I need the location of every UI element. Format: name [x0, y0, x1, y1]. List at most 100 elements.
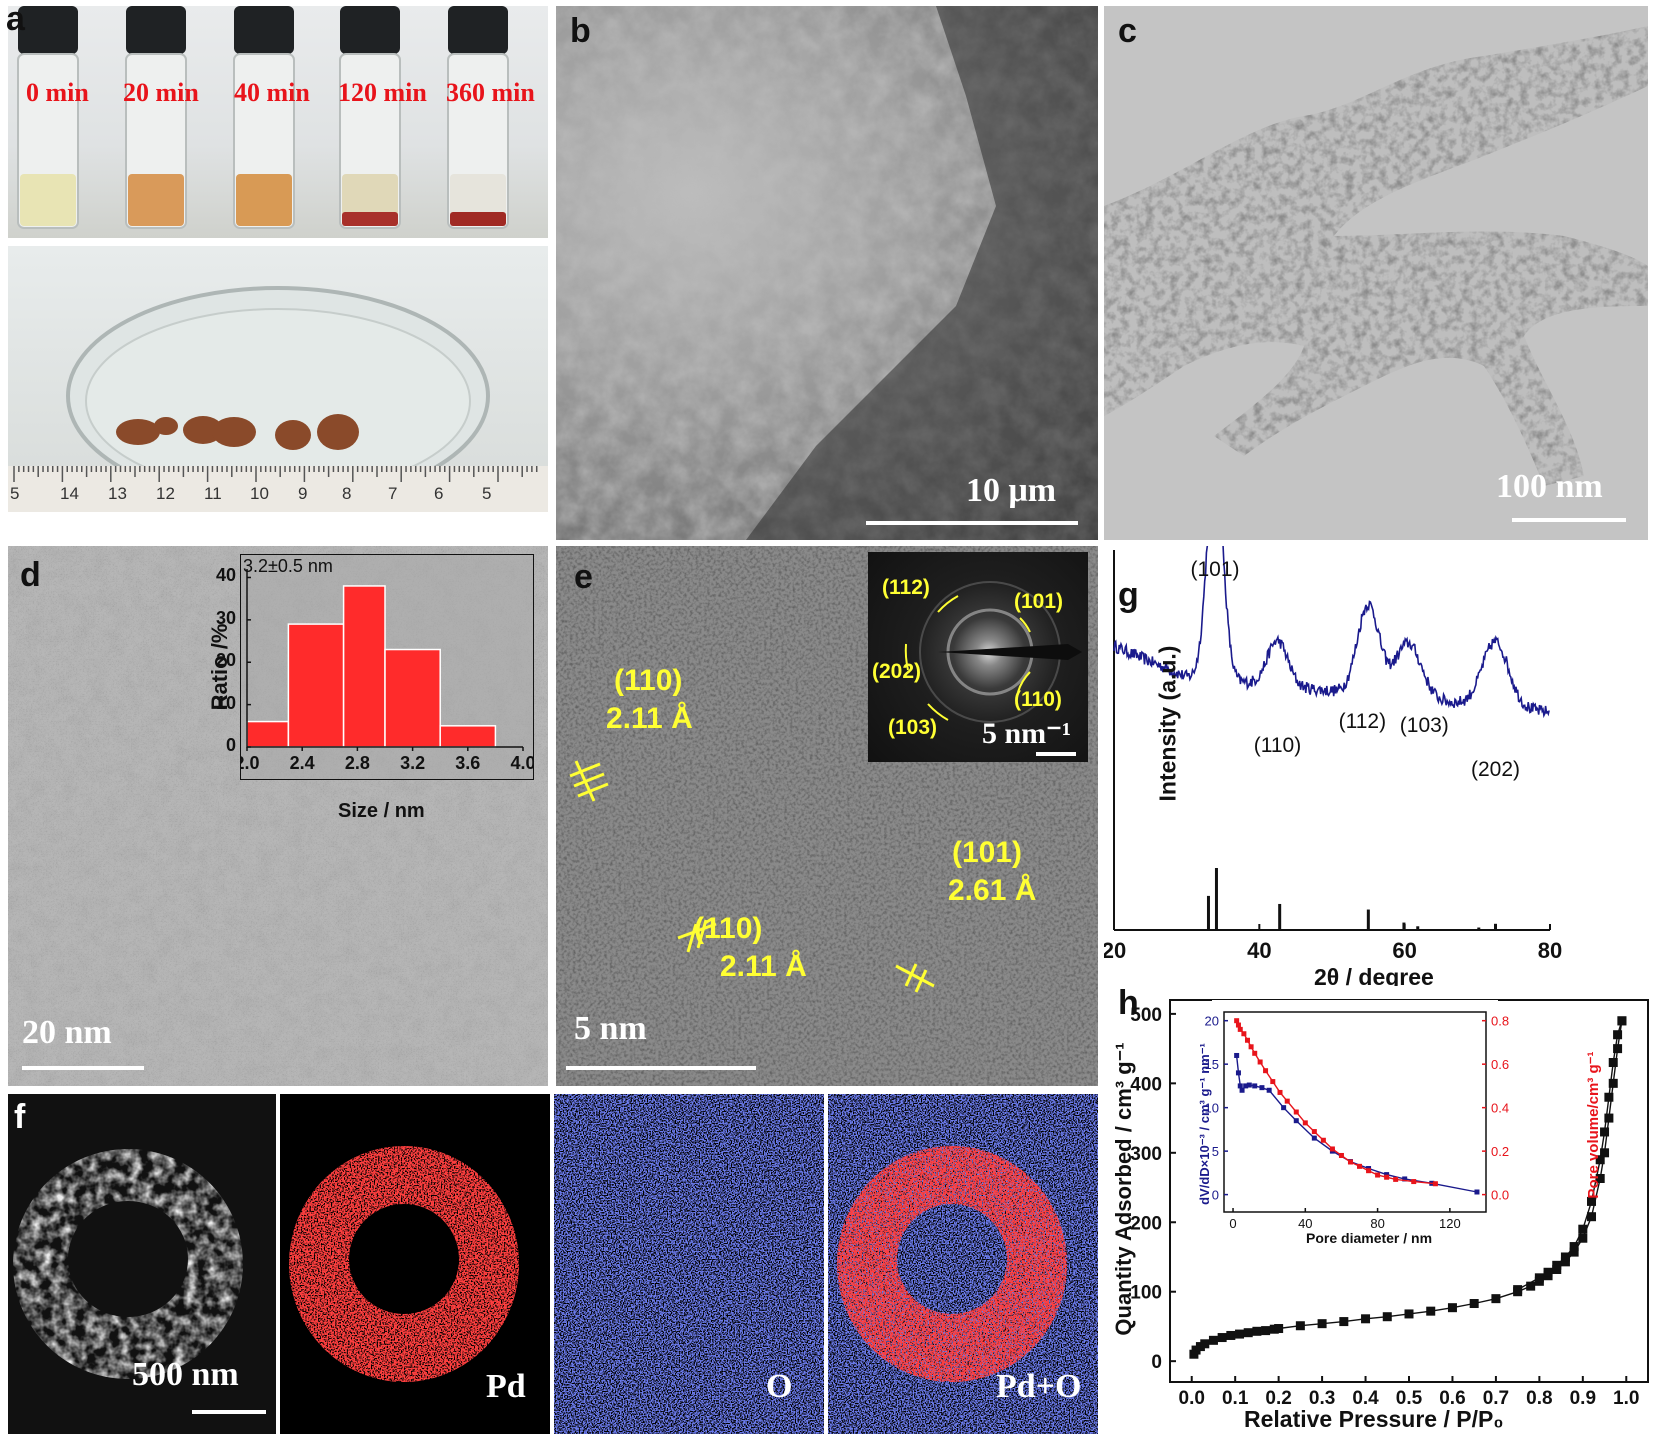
isotherm-point	[1235, 1329, 1245, 1339]
panel-g-xrd-chart: 20 40 60 80 (101) (110) (112) (103) (202) Intens…	[1104, 546, 1654, 986]
isotherm-point	[1243, 1328, 1253, 1338]
histogram-annotation: 3.2±0.5 nm	[243, 556, 333, 576]
isotherm-point	[1604, 1113, 1614, 1123]
isotherm-point	[1208, 1335, 1218, 1345]
vial-liquid	[20, 174, 76, 226]
isotherm-point	[1491, 1294, 1501, 1304]
histogram-ytick-label: 20	[215, 650, 236, 671]
sem-texture	[556, 6, 1098, 540]
pore-inset-point	[1384, 1172, 1390, 1178]
isotherm-point	[1447, 1303, 1457, 1313]
pore-inset-point	[1239, 1087, 1245, 1093]
isotherm-point	[1604, 1092, 1614, 1102]
pore-inset-point	[1284, 1098, 1290, 1104]
pore-inset-point	[1375, 1172, 1381, 1178]
pore-inset-ytick-label: 5	[1212, 1144, 1219, 1159]
vial-cap	[448, 6, 508, 54]
vial-label-4: 360 min	[446, 78, 535, 107]
isotherm-point	[1600, 1148, 1610, 1158]
isotherm-point	[1587, 1212, 1597, 1222]
isotherm-point	[1469, 1299, 1479, 1309]
eds-label-o: O	[766, 1368, 793, 1405]
pore-inset-ytick-label: 15	[1205, 1057, 1219, 1072]
ruler-number: 11	[204, 484, 222, 503]
xrd-xtick-label: 20	[1104, 938, 1126, 963]
xrd-xtick-label: 80	[1538, 938, 1562, 963]
panel-d-tem-image: 2.02.42.83.23.64.0 3.2±0.5 nm Ratio /% S…	[8, 546, 548, 1086]
pore-inset-ytick-label: 0	[1212, 1188, 1219, 1203]
scale-bar-e	[566, 1066, 756, 1070]
pore-inset-point	[1329, 1146, 1335, 1152]
isotherm-point	[1569, 1242, 1579, 1252]
saed-pattern-inset: (112) (101) (202) (110) (103) 5 nm⁻¹	[868, 552, 1088, 762]
pore-inset-point	[1338, 1152, 1344, 1158]
isotherm-point	[1226, 1330, 1236, 1340]
isotherm-point	[1217, 1333, 1227, 1343]
pore-inset-point	[1393, 1176, 1399, 1182]
scale-label-d: 20 nm	[22, 1014, 112, 1051]
pore-inset-point	[1237, 1083, 1243, 1089]
pore-inset-ylabel: dV/dD×10⁻³ / cm³ g⁻¹ nm⁻¹	[1197, 1043, 1212, 1205]
panel-label-f: f	[14, 1098, 26, 1136]
pore-inset-point	[1293, 1109, 1299, 1115]
isotherm-ytick-label: 300	[1130, 1144, 1162, 1165]
pore-inset-y2tick-label: 0.0	[1491, 1188, 1509, 1203]
isotherm-point	[1261, 1326, 1271, 1336]
isotherm-ytick-label: 200	[1130, 1213, 1162, 1234]
histogram-bar	[439, 725, 497, 748]
panel-label-a: a	[6, 0, 25, 38]
pore-inset-point	[1474, 1189, 1480, 1195]
pore-inset-point	[1234, 1052, 1240, 1058]
pore-inset-point	[1311, 1129, 1317, 1135]
pore-inset-point	[1270, 1079, 1276, 1085]
histogram-bar	[246, 720, 290, 748]
isotherm-xtick-label: 0.3	[1309, 1388, 1335, 1409]
isotherm-xtick-label: 0.1	[1222, 1388, 1249, 1409]
vial-label-3: 120 min	[338, 78, 427, 107]
pore-inset-point	[1384, 1174, 1390, 1180]
scale-label-f: 500 nm	[132, 1356, 239, 1393]
panel-b-sem-image: 10 μm	[556, 6, 1098, 540]
pore-inset-point	[1357, 1163, 1363, 1169]
scale-bar-f	[192, 1410, 266, 1414]
ruler-number: 9	[298, 484, 308, 503]
fringe-spacing-3: 2.61 Å	[948, 874, 1037, 907]
isotherm-point	[1600, 1127, 1610, 1137]
isotherm-xtick-label: 0.7	[1483, 1388, 1509, 1409]
isotherm-point	[1560, 1257, 1570, 1267]
pore-inset-y2label: Pore volume/cm³ g⁻¹	[1585, 1051, 1602, 1199]
isotherm-ytick-label: 500	[1130, 1005, 1162, 1026]
scale-bar-d	[22, 1066, 144, 1070]
eds-label-pd-o: Pd+O	[996, 1368, 1082, 1405]
xrd-pattern-line	[1113, 546, 1550, 719]
pore-inset-y2tick-label: 0.8	[1491, 1014, 1509, 1029]
isotherm-xtick-label: 0.8	[1526, 1388, 1552, 1409]
saed-ring-110: (110)	[1014, 688, 1062, 711]
fringe-spacing-1: 2.11 Å	[606, 702, 693, 735]
fringe-spacing-2: 2.11 Å	[720, 950, 807, 983]
ruler-number: 6	[434, 484, 444, 503]
saed-scale-label: 5 nm⁻¹	[982, 717, 1072, 750]
vial-liquid	[236, 174, 292, 226]
fringe-plane-2: (110)	[694, 912, 763, 945]
ruler-numbers: 5 14 13 12 11 10 9 8 7 6 5	[8, 484, 548, 508]
pore-inset-point	[1246, 1082, 1252, 1088]
o-map-dots	[554, 1094, 824, 1434]
pore-inset-point	[1235, 1022, 1241, 1028]
isotherm-plot: 0.0 0.1 0.2 0.3 0.4 0.5 0.6 0.7 0.8 0.9 1.00100200…	[1130, 999, 1649, 1409]
histogram-ytick-label: 30	[215, 607, 236, 628]
ruler-number: 13	[108, 484, 127, 503]
ruler-number: 5	[10, 484, 20, 503]
isotherm-xtick-label: 0.2	[1265, 1388, 1291, 1409]
histogram-xtick-label: 3.6	[455, 753, 480, 773]
vial-label-1: 20 min	[123, 78, 199, 107]
histogram-bar	[287, 623, 345, 748]
isotherm-xtick-label: 0.9	[1570, 1388, 1596, 1409]
xrd-plot: 20 40 60 80 (101) (110) (112) (103) (202)	[1104, 546, 1562, 963]
vial-cap	[18, 6, 78, 54]
xrd-xtick-label: 60	[1392, 938, 1416, 963]
pore-inset-point	[1243, 1083, 1249, 1089]
pore-inset-point	[1302, 1120, 1308, 1126]
isotherm-point	[1426, 1306, 1436, 1316]
ruler-number: 12	[156, 484, 175, 503]
